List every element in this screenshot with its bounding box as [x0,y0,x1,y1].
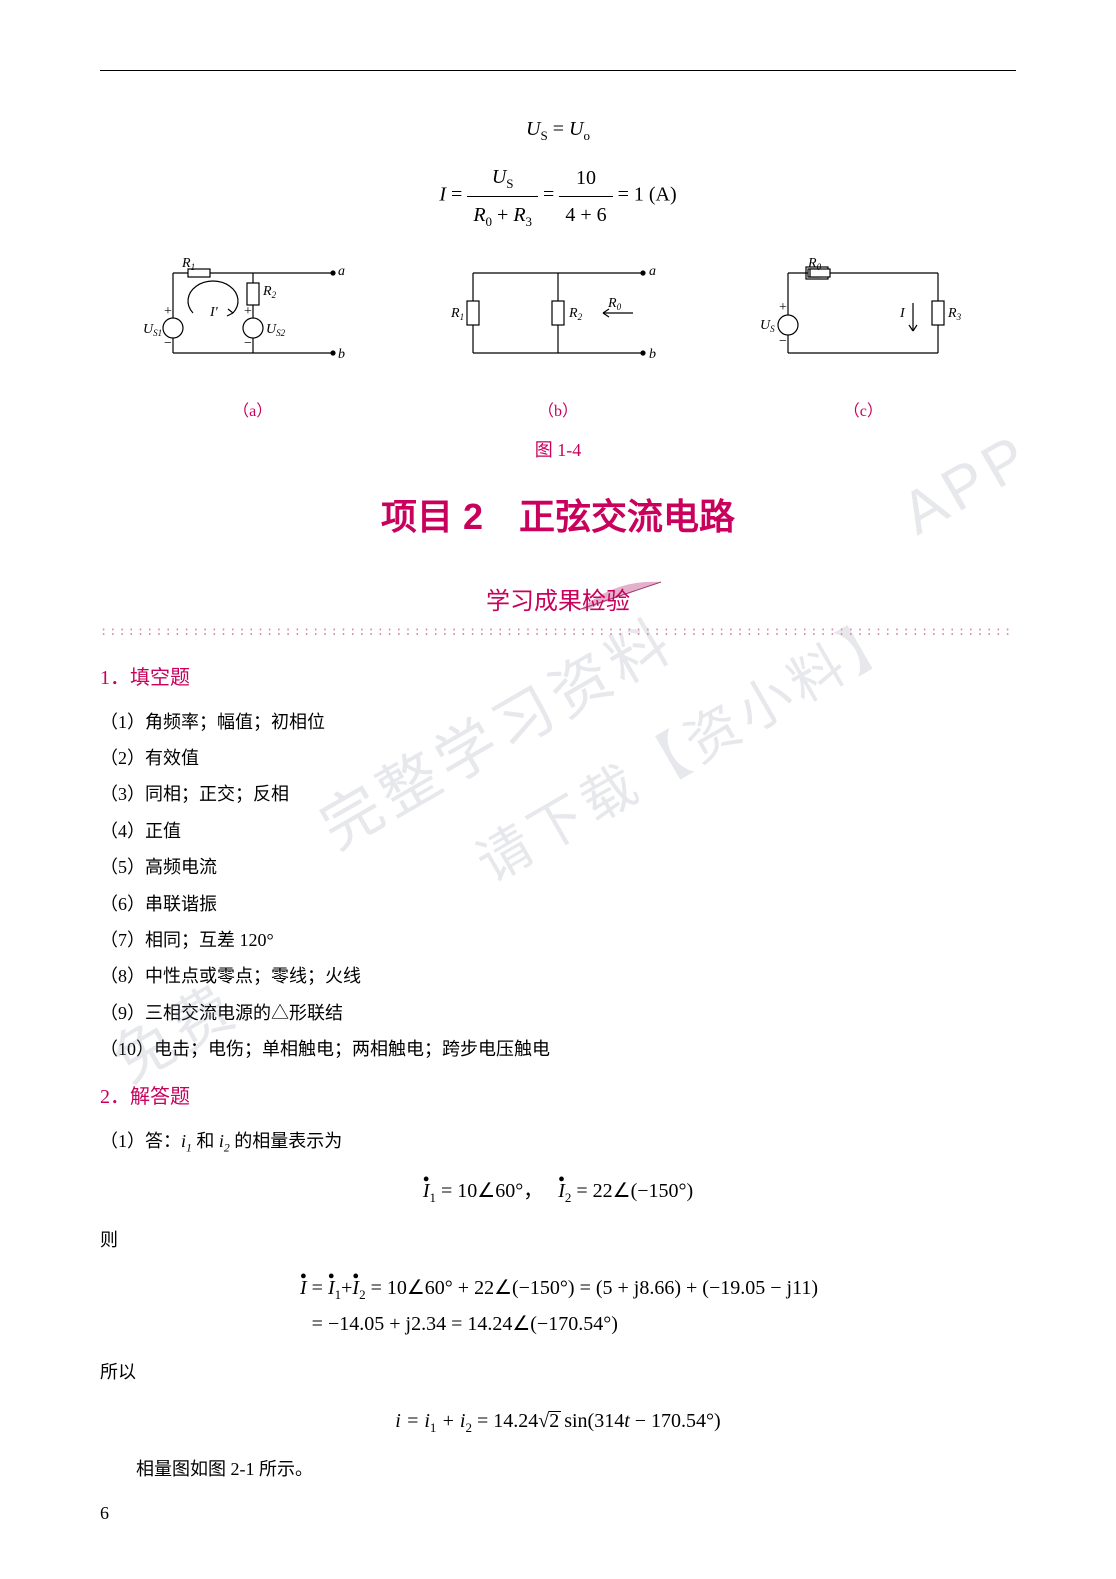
svg-text:+: + [779,300,787,315]
fill-blank-2: （2）有效值 [100,742,1016,774]
fill-blank-10: （10）电击；电伤；单相触电；两相触电；跨步电压触电 [100,1033,1016,1065]
fill-blank-7: （7）相同；互差 120° [100,924,1016,956]
fill-blank-9: （9）三相交流电源的△形联结 [100,997,1016,1029]
fill-blank-8: （8）中性点或零点；零线；火线 [100,960,1016,992]
fill-blank-3: （3）同相；正交；反相 [100,778,1016,810]
figure-caption: 图 1-4 [100,434,1016,466]
figure-b: R1 R2 R0 a b （b） [443,253,673,426]
svg-text:b: b [649,347,656,362]
svg-text:R0: R0 [807,256,822,272]
tail-text: 相量图如图 2-1 所示。 [100,1453,1016,1485]
equation-us-uo: US = Uo [100,111,1016,147]
svg-text:R2: R2 [568,306,583,322]
svg-text:a: a [338,264,345,279]
svg-text:R3: R3 [947,306,962,322]
equation-phasor-I1-I2: I1 = 10∠60°， I2 = 22∠(−150°) [100,1173,1016,1209]
banner-dots: ::::::::::::::::::::::::::::::::::::::::… [100,621,1016,643]
svg-text:R1: R1 [450,306,464,322]
fill-blank-4: （4）正值 [100,815,1016,847]
section2-title: 2．解答题 [100,1079,1016,1115]
svg-text:US1: US1 [143,322,162,338]
svg-text:b: b [338,347,345,362]
figure-c: R0 US I R3 + − （c） [748,253,978,426]
svg-text:−: − [779,334,787,349]
equation-time-domain: i = i1 + i2 = 14.24√2 sin(314t − 170.54°… [100,1403,1016,1439]
top-rule [100,70,1016,71]
section-banner: 学习成果检验 :::::::::::::::::::::::::::::::::… [100,580,1016,640]
fill-blank-5: （5）高频电流 [100,851,1016,883]
svg-text:−: − [164,336,172,351]
chapter-title: 项目 2 正弦交流电路 [100,485,1016,550]
page-number: 6 [100,1497,109,1529]
svg-text:R1: R1 [181,256,195,272]
section1-title: 1．填空题 [100,660,1016,696]
figure-a: R1 R2 I' US1 US2 a b + − + − （a） [138,253,368,426]
figure-row: R1 R2 I' US1 US2 a b + − + − （a） [100,253,1016,426]
so-text: 所以 [100,1356,1016,1388]
figure-b-label: （b） [443,398,673,427]
svg-text:+: + [244,304,252,319]
equation-phasor-sum: I = I1+I2 = 10∠60° + 22∠(−150°) = (5 + j… [300,1270,1016,1342]
svg-text:+: + [164,304,172,319]
then-text: 则 [100,1224,1016,1256]
figure-c-label: （c） [748,398,978,427]
svg-text:US: US [760,318,775,334]
q1-lead: （1）答：i1 和 i2 的相量表示为 [100,1125,1016,1159]
equation-current: I = US R0 + R3 = 10 4 + 6 = 1 (A) [100,159,1016,233]
section-banner-text: 学习成果检验 [486,588,630,615]
svg-text:US2: US2 [266,322,286,338]
svg-text:R2: R2 [262,284,277,300]
svg-text:I: I [899,306,906,321]
svg-text:I': I' [209,305,219,320]
svg-text:a: a [649,264,656,279]
fill-blank-1: （1）角频率；幅值；初相位 [100,706,1016,738]
figure-a-label: （a） [138,398,368,427]
svg-text:R0: R0 [607,296,622,312]
svg-text:−: − [244,336,252,351]
fill-blank-6: （6）串联谐振 [100,888,1016,920]
